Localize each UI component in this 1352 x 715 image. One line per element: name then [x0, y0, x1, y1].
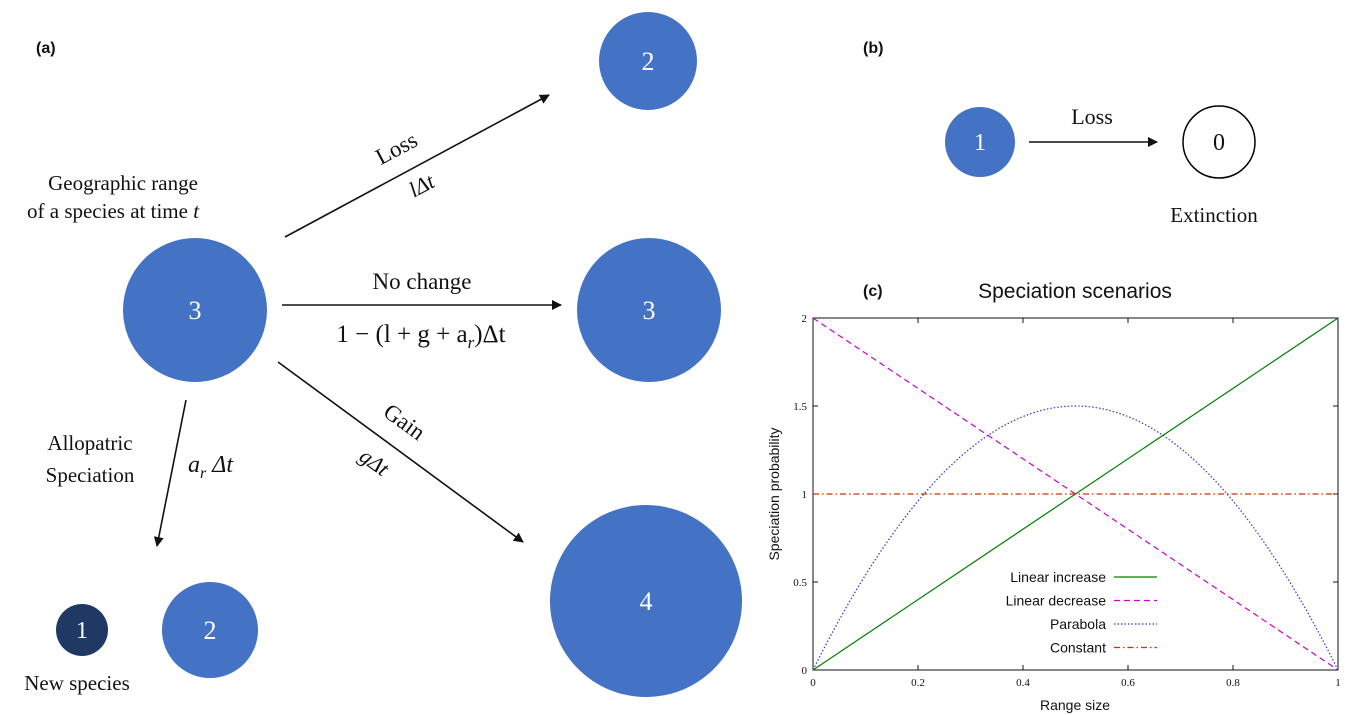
allopatric-rate: ar Δt: [188, 452, 234, 482]
panel-a-label: (a): [36, 40, 56, 57]
chart-legend: Linear increase Linear decrease Parabola Co…: [1006, 569, 1157, 656]
extinction-label: Extinction: [1170, 203, 1258, 227]
gain-result-number: 4: [640, 587, 653, 616]
split-range-number: 2: [204, 616, 217, 645]
new-species-circle: [56, 604, 108, 656]
series-line-linear-decrease: [812, 317, 1339, 671]
new-species-node: 1: [56, 604, 108, 656]
center-range-node: 3: [123, 238, 267, 382]
panel-c-label: (c): [863, 283, 883, 300]
x-tick-label: 1: [1335, 677, 1341, 689]
gain-label: Gain: [379, 399, 430, 446]
split-range-circle: [162, 582, 258, 678]
no-change-result-circle: [577, 238, 721, 382]
loss-result-node: 2: [599, 12, 697, 110]
gain-result-circle: [550, 505, 742, 697]
x-tick-label: 0.8: [1226, 677, 1240, 689]
gain-arrow: [277, 361, 524, 543]
last-range-node: 1: [945, 107, 1015, 177]
extinct-number: 0: [1213, 130, 1225, 156]
legend-label: Linear increase: [1010, 569, 1106, 585]
extinct-node: 0: [1182, 105, 1256, 179]
allopatric-arrow: [153, 399, 187, 547]
y-axis-label: Speciation probability: [766, 427, 782, 560]
axis-ticks: 0 0.2 0.4 0.6 0.8 1 0 0.5 1 1.5 2: [793, 313, 1341, 689]
new-species-label: New species: [24, 671, 130, 695]
x-tick-label: 0.6: [1121, 677, 1135, 689]
no-change-result-number: 3: [643, 296, 656, 325]
y-tick-label: 0: [802, 665, 808, 677]
x-tick-label: 0.4: [1016, 677, 1030, 689]
legend-label: Constant: [1050, 640, 1106, 656]
series-line-parabola: [812, 405, 1339, 671]
panel-b-label: (b): [863, 40, 883, 57]
allopatric-label-line1: Allopatric: [47, 431, 132, 455]
geographic-range-caption-line2: of a species at time t: [27, 199, 200, 223]
new-species-number: 1: [76, 618, 88, 644]
no-change-result-node: 3: [577, 238, 721, 382]
no-change-label: No change: [373, 269, 472, 294]
y-tick-label: 2: [802, 313, 808, 325]
gain-result-node: 4: [550, 505, 742, 697]
x-tick-label: 0.2: [911, 677, 925, 689]
geographic-range-caption-line1: Geographic range: [48, 171, 198, 195]
loss-arrow: [284, 94, 550, 238]
y-tick-label: 0.5: [793, 577, 807, 589]
gain-rate: gΔt: [355, 443, 395, 481]
no-change-rate: 1 − (l + g + ar)Δt: [336, 321, 505, 352]
legend-label: Linear decrease: [1006, 593, 1107, 609]
y-tick-label: 1.5: [793, 401, 807, 413]
loss-result-number: 2: [642, 47, 655, 76]
extinct-circle: [1182, 105, 1256, 179]
loss-result-circle: [599, 12, 697, 110]
center-range-circle: [123, 238, 267, 382]
legend-label: Parabola: [1050, 616, 1106, 632]
extinction-loss-label: Loss: [1071, 104, 1113, 129]
speciation-chart: 0 0.2 0.4 0.6 0.8 100.511.52 Linear increaseL…: [793, 313, 1341, 689]
last-range-number: 1: [974, 130, 986, 156]
series-layer: [812, 317, 1339, 671]
y-tick-label: 1: [802, 489, 808, 501]
loss-label: Loss: [371, 127, 421, 169]
last-range-circle: [945, 107, 1015, 177]
x-tick-label: 0: [810, 677, 816, 689]
loss-rate: lΔt: [405, 168, 440, 202]
center-range-number: 3: [189, 296, 202, 325]
split-range-node: 2: [162, 582, 258, 678]
chart-title: Speciation scenarios: [978, 280, 1172, 303]
x-axis-label: Range size: [1040, 697, 1110, 713]
allopatric-label-line2: Speciation: [46, 463, 135, 487]
